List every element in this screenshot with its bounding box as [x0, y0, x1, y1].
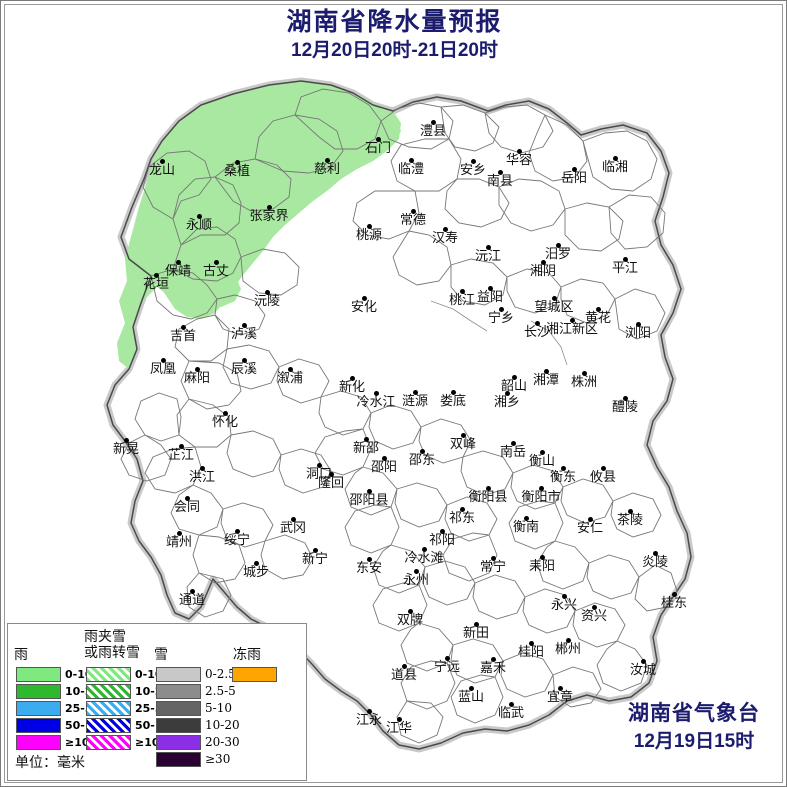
legend-row: 50-100 [86, 717, 178, 734]
legend-swatch [156, 718, 201, 733]
legend-header-sleet-line1: 雨夹雪 [84, 629, 126, 645]
legend-panel: 雨 雨夹雪 或雨转雪 雪 冻雨 0-10 10-2525-5050-100≥100… [7, 623, 307, 781]
legend-swatch [16, 667, 61, 682]
legend-swatch [156, 752, 201, 767]
legend-swatch [86, 667, 131, 682]
legend-header-freezing-rain: 冻雨 [233, 647, 261, 663]
issue-time: 12月19日15时 [633, 731, 755, 752]
forecast-period: 12月20日20时-21日20时 [291, 40, 498, 61]
legend-row: 10-25 [86, 683, 170, 700]
legend-header-rain: 雨 [14, 647, 28, 663]
county-boundaries [120, 88, 678, 744]
issuer-name: 湖南省气象台 [628, 702, 760, 725]
legend-row: 25-50 [16, 700, 100, 717]
legend-row: 25-50 [86, 700, 170, 717]
legend-unit-label: 单位：毫米 [15, 755, 85, 771]
legend-swatch [156, 735, 201, 750]
legend-swatch [16, 718, 61, 733]
legend-swatch [86, 684, 131, 699]
legend-swatch-label: 5-10 [205, 701, 232, 715]
legend-swatch [86, 735, 131, 750]
legend-swatch-label: 0-10 [65, 668, 93, 681]
legend-row: 0-10 [86, 666, 163, 683]
legend-swatch-label: 20-30 [205, 735, 240, 749]
legend-swatch-label: 10-20 [205, 718, 240, 732]
legend-swatch [16, 735, 61, 750]
legend-swatch [156, 701, 201, 716]
legend-header-sleet-line2: 或雨转雪 [84, 645, 140, 661]
legend-swatch [232, 667, 277, 682]
legend-row: ≥100 [16, 734, 97, 751]
legend-row: 2.5-5 [156, 683, 236, 700]
legend-row: 0-10 [16, 666, 93, 683]
legend-swatch-label: 2.5-5 [205, 684, 236, 698]
legend-swatch-label: ≥30 [205, 752, 231, 766]
legend-swatch [16, 684, 61, 699]
legend-row: 0-2.5 [156, 666, 236, 683]
legend-row: ≥30 [156, 751, 231, 768]
legend-swatch-label: 0-10 [135, 668, 163, 681]
legend-swatch [86, 701, 131, 716]
legend-row: 20-30 [156, 734, 240, 751]
legend-swatch [86, 718, 131, 733]
page-title: 湖南省降水量预报 [286, 8, 503, 36]
legend-row: ≥100 [86, 734, 167, 751]
legend-row: 5-10 [156, 700, 232, 717]
legend-header-snow: 雪 [154, 647, 168, 663]
legend-swatch [16, 701, 61, 716]
issuer-signature: 湖南省气象台 12月19日15时 [628, 701, 760, 754]
legend-swatch-label: 0-2.5 [205, 667, 236, 681]
legend-header-sleet: 雨夹雪 或雨转雪 [84, 629, 140, 661]
legend-column-snow: 0-2.5 2.5-5 5-10 10-20 20-30 ≥30 [156, 666, 240, 768]
legend-swatch [156, 684, 201, 699]
legend-row: 50-100 [16, 717, 108, 734]
province-border [106, 80, 692, 750]
legend-swatch [156, 667, 201, 682]
title-block: 湖南省降水量预报 12月20日20时-21日20时 [1, 7, 786, 63]
legend-row: 10-20 [156, 717, 240, 734]
precipitation-area-0-10mm [117, 81, 401, 369]
legend-row: 10-25 [16, 683, 100, 700]
